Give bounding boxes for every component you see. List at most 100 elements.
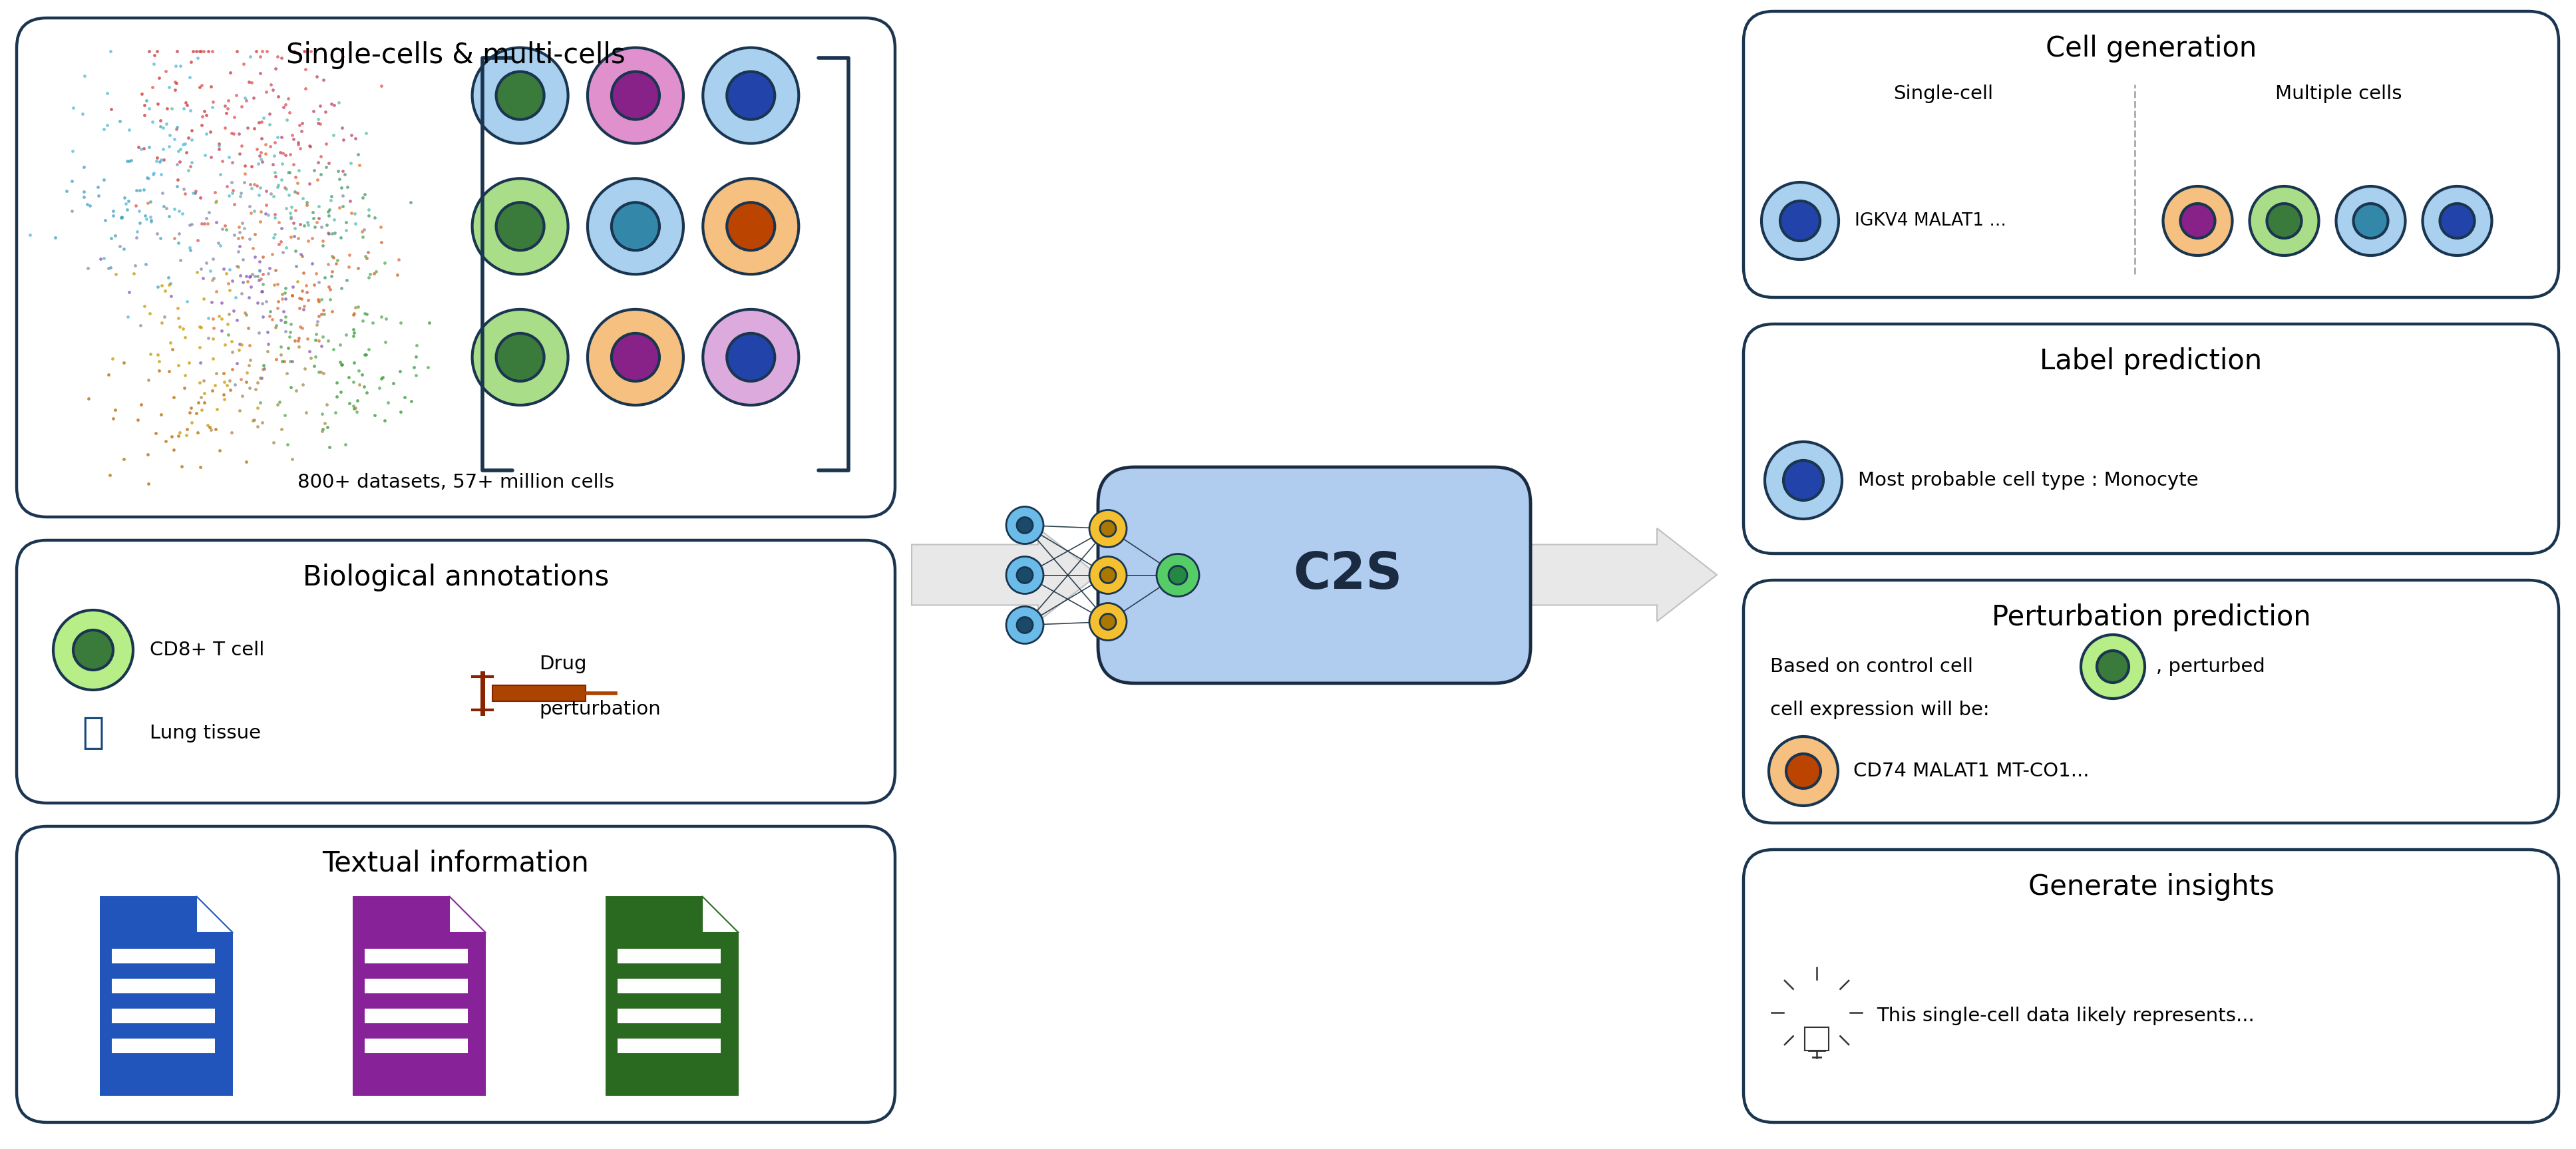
Point <box>157 170 198 188</box>
Point <box>332 323 374 341</box>
Text: Most probable cell type : Monocyte: Most probable cell type : Monocyte <box>1857 471 2197 489</box>
Point <box>206 221 247 239</box>
Point <box>242 43 283 61</box>
Point <box>245 145 286 163</box>
Point <box>294 102 335 121</box>
Point <box>247 341 289 360</box>
Point <box>332 304 374 323</box>
Point <box>147 99 188 117</box>
Point <box>252 229 294 247</box>
Point <box>327 271 368 290</box>
Point <box>142 314 183 332</box>
Point <box>188 214 229 232</box>
Point <box>296 213 337 231</box>
Point <box>237 293 278 311</box>
Point <box>229 175 270 193</box>
Text: Biological annotations: Biological annotations <box>304 563 608 592</box>
Point <box>276 241 317 260</box>
Point <box>198 165 240 184</box>
Circle shape <box>2249 186 2318 255</box>
Point <box>278 331 319 349</box>
Point <box>335 205 376 223</box>
Point <box>82 119 124 138</box>
Point <box>319 383 361 401</box>
Point <box>325 221 366 239</box>
Point <box>330 246 371 264</box>
Point <box>216 310 258 329</box>
Point <box>268 163 309 182</box>
Point <box>206 177 247 195</box>
Point <box>314 224 355 242</box>
Point <box>193 269 234 287</box>
Point <box>345 345 386 363</box>
Circle shape <box>2421 186 2491 255</box>
Point <box>307 255 348 273</box>
Point <box>137 43 178 61</box>
Point <box>88 260 129 278</box>
Point <box>80 249 121 268</box>
Point <box>175 184 216 202</box>
Point <box>332 327 374 346</box>
Point <box>139 153 180 171</box>
Point <box>180 260 222 278</box>
Point <box>263 98 304 116</box>
Point <box>255 276 296 294</box>
Point <box>103 188 144 207</box>
Circle shape <box>471 178 569 275</box>
Point <box>289 291 330 309</box>
Point <box>183 102 224 121</box>
Point <box>216 43 258 61</box>
Circle shape <box>1100 520 1115 537</box>
FancyBboxPatch shape <box>1744 324 2558 554</box>
Point <box>270 378 312 396</box>
Point <box>129 371 170 390</box>
Point <box>379 362 420 380</box>
Circle shape <box>471 309 569 406</box>
Point <box>281 114 322 132</box>
Point <box>319 199 361 217</box>
Point <box>229 337 270 355</box>
Point <box>283 300 325 318</box>
Point <box>222 229 263 247</box>
Point <box>296 170 337 188</box>
Point <box>216 229 258 247</box>
Point <box>180 458 222 477</box>
Point <box>129 169 170 187</box>
Point <box>273 183 314 201</box>
Point <box>263 285 304 303</box>
Point <box>183 215 224 233</box>
Point <box>273 352 314 370</box>
Point <box>155 80 196 99</box>
Circle shape <box>1765 441 1842 519</box>
Point <box>301 363 343 381</box>
Point <box>252 310 294 329</box>
Point <box>224 88 265 107</box>
Point <box>52 141 93 160</box>
Point <box>410 314 451 332</box>
Point <box>152 427 193 446</box>
Point <box>258 128 299 146</box>
Point <box>209 282 250 300</box>
Point <box>265 179 307 198</box>
Point <box>265 95 307 114</box>
Point <box>304 301 345 319</box>
Point <box>211 184 252 202</box>
FancyBboxPatch shape <box>111 979 214 994</box>
Point <box>283 263 325 282</box>
Point <box>301 337 343 355</box>
Point <box>160 139 201 157</box>
Point <box>222 272 263 291</box>
Point <box>361 77 402 95</box>
Point <box>113 256 155 275</box>
Point <box>263 352 304 370</box>
Point <box>64 67 106 85</box>
Point <box>116 223 157 241</box>
Point <box>337 362 379 380</box>
Point <box>126 169 167 187</box>
Point <box>294 162 335 180</box>
Text: cell expression will be:: cell expression will be: <box>1770 701 1989 719</box>
Point <box>263 302 304 321</box>
Point <box>345 304 386 323</box>
Point <box>281 245 322 263</box>
Point <box>237 186 278 205</box>
